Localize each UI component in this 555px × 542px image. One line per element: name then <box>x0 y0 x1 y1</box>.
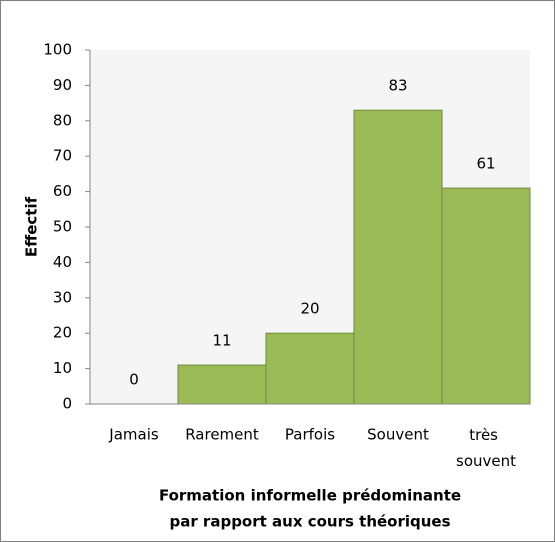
y-tick-label: 50 <box>53 218 72 236</box>
bar <box>441 187 531 405</box>
x-tick-label: Jamais <box>108 426 159 444</box>
y-tick-label: 60 <box>53 182 72 200</box>
y-axis-label: Effectif <box>23 196 41 257</box>
data-label: 83 <box>388 77 407 95</box>
y-tick-label: 80 <box>53 111 72 129</box>
x-axis-label: Formation informelle prédominante <box>159 487 461 505</box>
x-tick-label: très souvent <box>456 426 516 470</box>
y-tick-label: 90 <box>53 76 72 94</box>
y-tick-label: 0 <box>62 395 72 413</box>
y-tick-label: 100 <box>43 41 72 59</box>
y-tick-label: 20 <box>53 324 72 342</box>
y-tick-label: 10 <box>53 359 72 377</box>
bar <box>265 332 355 405</box>
x-tick-label: Parfois <box>285 426 335 444</box>
x-axis-label: par rapport aux cours théoriques <box>169 513 450 531</box>
data-label: 20 <box>300 300 319 318</box>
x-tick-label: Souvent <box>367 426 429 444</box>
y-tick-label: 30 <box>53 288 72 306</box>
data-label: 0 <box>129 371 139 389</box>
bar <box>177 364 267 405</box>
bar <box>353 109 443 405</box>
data-label: 61 <box>476 155 495 173</box>
y-tick-label: 70 <box>53 147 72 165</box>
y-tick-label: 40 <box>53 253 72 271</box>
x-tick-label: Rarement <box>185 426 259 444</box>
data-label: 11 <box>212 332 231 350</box>
